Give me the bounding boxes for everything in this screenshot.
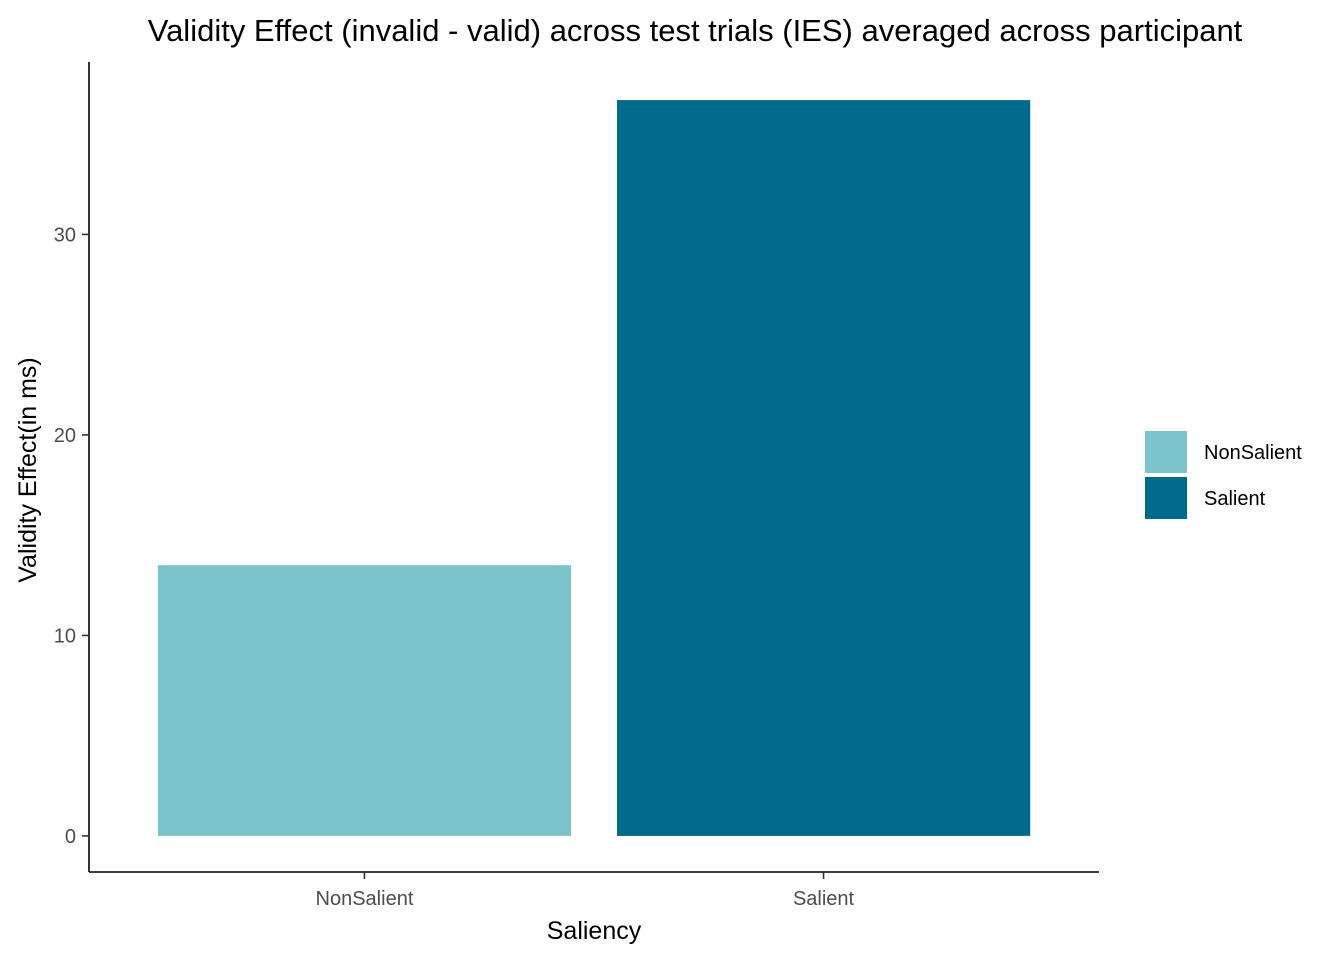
legend-key-nonsalient	[1145, 431, 1187, 473]
chart-title: Validity Effect (invalid - valid) across…	[148, 13, 1243, 48]
y-tick-label: 0	[65, 826, 76, 848]
legend-label-salient: Salient	[1204, 488, 1266, 510]
legend-key-salient	[1145, 477, 1187, 519]
bar-nonsalient	[157, 565, 572, 836]
y-tick-label: 10	[54, 625, 76, 647]
y-axis-ticks: 0 10 20 30	[54, 224, 89, 848]
legend: NonSalient Salient	[1145, 431, 1302, 519]
x-tick-label: Salient	[793, 888, 855, 910]
plot-area	[157, 100, 1031, 836]
x-tick-label: NonSalient	[316, 888, 414, 910]
x-axis-ticks: NonSalient Salient	[316, 872, 855, 910]
y-tick-label: 30	[54, 224, 76, 246]
bar-salient	[617, 100, 1031, 836]
legend-label-nonsalient: NonSalient	[1204, 442, 1302, 464]
y-tick-label: 20	[54, 425, 76, 447]
y-axis-title: Validity Effect(in ms)	[14, 357, 42, 583]
x-axis-title: Saliency	[547, 917, 642, 945]
